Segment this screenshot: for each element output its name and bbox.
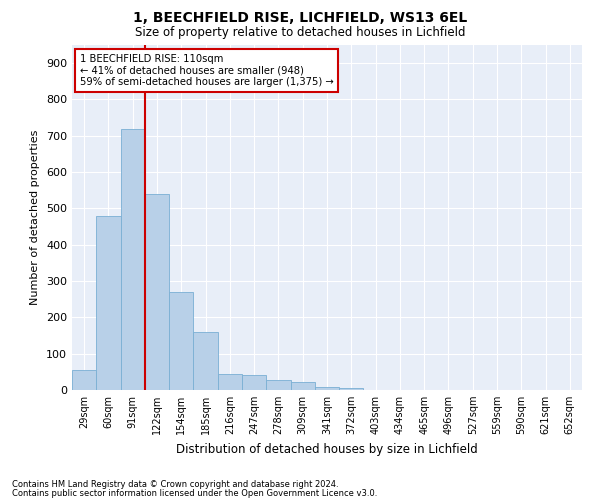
Text: 1, BEECHFIELD RISE, LICHFIELD, WS13 6EL: 1, BEECHFIELD RISE, LICHFIELD, WS13 6EL <box>133 11 467 25</box>
Bar <box>169 292 193 390</box>
Bar <box>266 380 290 390</box>
Bar <box>145 194 169 390</box>
Bar <box>72 370 96 390</box>
Bar <box>242 376 266 390</box>
Text: 1 BEECHFIELD RISE: 110sqm
← 41% of detached houses are smaller (948)
59% of semi: 1 BEECHFIELD RISE: 110sqm ← 41% of detac… <box>80 54 334 87</box>
Y-axis label: Number of detached properties: Number of detached properties <box>31 130 40 305</box>
Text: Size of property relative to detached houses in Lichfield: Size of property relative to detached ho… <box>135 26 465 39</box>
Bar <box>121 130 145 390</box>
Bar <box>290 382 315 390</box>
Bar <box>218 374 242 390</box>
X-axis label: Distribution of detached houses by size in Lichfield: Distribution of detached houses by size … <box>176 442 478 456</box>
Text: Contains public sector information licensed under the Open Government Licence v3: Contains public sector information licen… <box>12 488 377 498</box>
Bar <box>193 332 218 390</box>
Bar <box>339 388 364 390</box>
Text: Contains HM Land Registry data © Crown copyright and database right 2024.: Contains HM Land Registry data © Crown c… <box>12 480 338 489</box>
Bar <box>96 216 121 390</box>
Bar <box>315 387 339 390</box>
